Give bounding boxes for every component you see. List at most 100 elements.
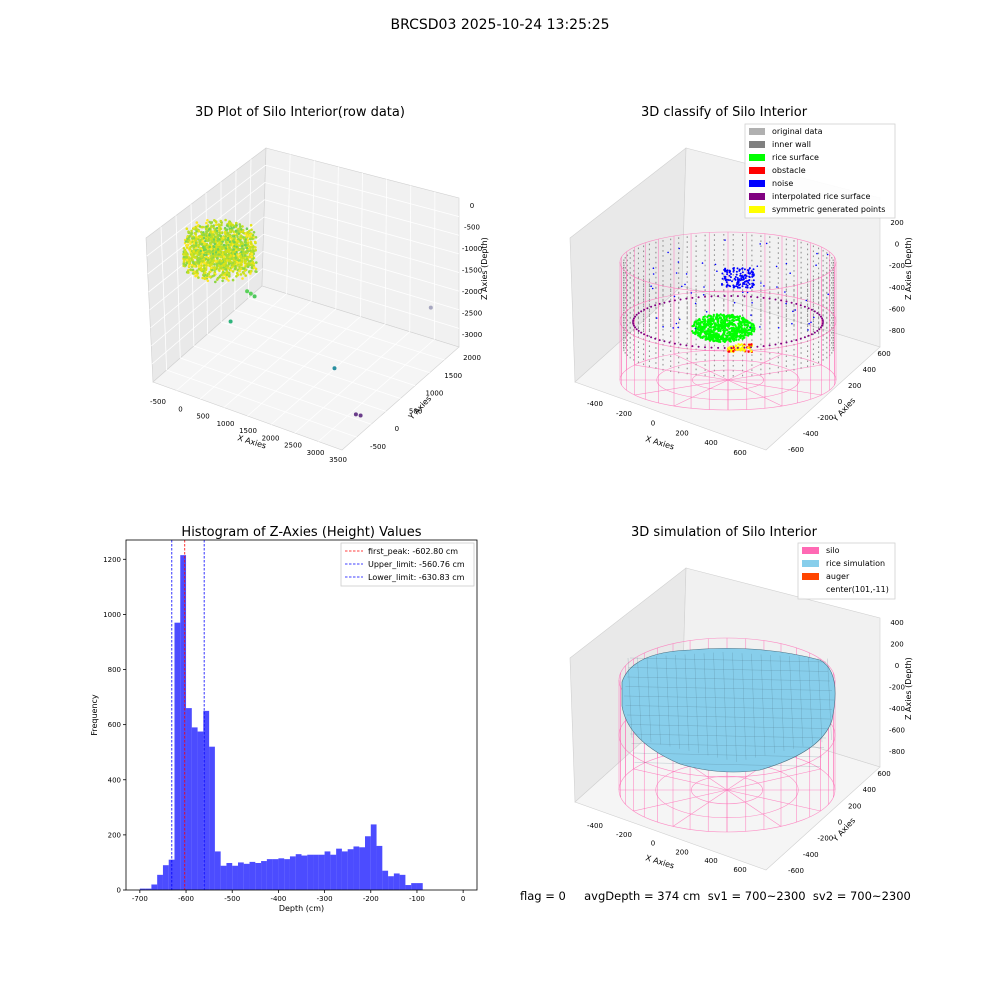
data-point <box>623 317 624 319</box>
data-point <box>748 321 751 324</box>
data-point <box>626 349 628 351</box>
data-point <box>228 246 231 249</box>
data-point <box>623 279 625 282</box>
data-point <box>751 369 753 371</box>
data-point <box>648 290 650 292</box>
data-point <box>686 307 688 310</box>
data-point <box>812 298 814 301</box>
data-point <box>623 334 625 337</box>
data-point <box>745 283 748 286</box>
data-point <box>643 298 645 301</box>
data-point <box>224 247 228 250</box>
data-point <box>818 276 820 278</box>
data-point <box>777 292 779 294</box>
data-point <box>221 253 224 256</box>
data-point <box>662 300 664 302</box>
data-point <box>812 305 814 308</box>
data-point <box>629 277 631 279</box>
data-point <box>202 233 206 237</box>
data-point <box>229 248 233 251</box>
data-point <box>732 294 734 296</box>
z-tick-label: -2500 <box>462 310 482 318</box>
data-point <box>670 290 672 292</box>
data-point <box>686 312 688 315</box>
data-point <box>643 255 645 258</box>
data-point <box>762 345 765 348</box>
data-point <box>234 256 238 260</box>
data-point <box>648 308 650 311</box>
z-tick-label: -1000 <box>462 245 482 253</box>
data-point <box>670 303 672 306</box>
data-point <box>821 322 824 325</box>
data-point <box>206 261 210 264</box>
data-point <box>643 250 645 253</box>
data-point <box>245 246 249 250</box>
data-point <box>634 326 637 329</box>
x-tick-label: -100 <box>409 895 425 903</box>
data-point <box>706 315 709 319</box>
data-point <box>670 313 672 316</box>
data-point <box>730 295 733 297</box>
data-point <box>777 297 779 299</box>
data-point <box>686 296 688 298</box>
grid-line <box>294 331 411 434</box>
legend-label: Lower_limit: -630.83 cm <box>368 573 465 582</box>
data-point <box>725 285 728 288</box>
data-point <box>624 322 626 324</box>
data-point <box>777 317 779 319</box>
data-point <box>648 365 650 367</box>
z-tick-label: -600 <box>889 305 905 313</box>
x-axis-label: Depth (cm) <box>279 904 324 913</box>
data-point <box>726 273 729 276</box>
y-axis-label: Frequency <box>90 694 99 736</box>
data-point <box>729 279 731 282</box>
x-tick-label: 0 <box>651 840 655 848</box>
data-point <box>632 321 634 323</box>
data-point <box>833 322 834 324</box>
data-point <box>721 318 724 321</box>
data-point <box>726 336 729 339</box>
data-point <box>218 229 221 232</box>
data-point <box>732 264 734 266</box>
data-point <box>785 341 788 344</box>
data-point <box>732 239 734 241</box>
data-point <box>633 349 635 351</box>
data-point <box>728 284 731 287</box>
data-point <box>785 300 788 303</box>
data-point <box>230 257 233 260</box>
data-point <box>737 338 740 341</box>
data-point <box>205 274 209 278</box>
data-point <box>826 302 828 304</box>
data-point <box>210 224 213 228</box>
data-point <box>195 270 199 274</box>
data-point <box>623 307 624 309</box>
data-point <box>637 346 639 348</box>
data-point <box>678 361 680 364</box>
data-point <box>637 321 639 323</box>
data-point <box>777 307 779 309</box>
data-point <box>637 361 639 363</box>
data-point <box>194 241 198 245</box>
data-point <box>237 232 241 235</box>
data-point <box>818 282 820 285</box>
data-point <box>670 315 672 317</box>
data-point <box>652 273 655 275</box>
x-tick-label: 0 <box>651 420 655 428</box>
data-point <box>760 288 762 291</box>
data-point <box>760 255 762 257</box>
data-point <box>211 233 214 236</box>
data-point <box>713 354 715 357</box>
data-point <box>812 358 814 361</box>
data-point <box>695 322 699 325</box>
x-tick-label: 600 <box>733 449 746 457</box>
histogram-bar <box>191 727 198 890</box>
data-point <box>637 307 639 310</box>
data-point <box>822 321 824 323</box>
data-point <box>716 328 720 331</box>
data-point <box>670 293 672 296</box>
x-tick-label: -400 <box>270 895 286 903</box>
data-point <box>235 250 238 254</box>
data-point <box>793 323 795 326</box>
data-point <box>785 303 787 306</box>
data-point <box>818 332 820 335</box>
